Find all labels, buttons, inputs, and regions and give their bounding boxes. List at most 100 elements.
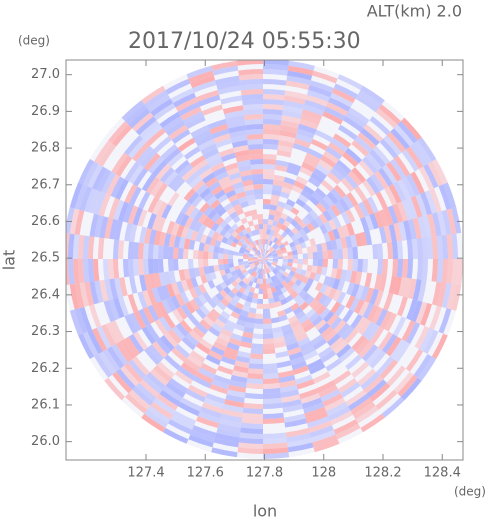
echo-cell bbox=[267, 292, 274, 299]
echo-cell bbox=[273, 215, 281, 222]
echo-cell bbox=[308, 176, 321, 188]
echo-cell bbox=[69, 283, 80, 310]
echo-cell bbox=[263, 239, 266, 245]
echo-cell bbox=[142, 306, 155, 324]
echo-cell bbox=[417, 279, 427, 302]
echo-cell bbox=[290, 234, 298, 242]
echo-cell bbox=[234, 227, 242, 235]
echo-cell bbox=[263, 447, 289, 454]
echo-cell bbox=[263, 198, 271, 205]
echo-cell bbox=[263, 402, 283, 409]
echo-cell bbox=[224, 346, 239, 356]
echo-cell bbox=[223, 202, 233, 212]
echo-cell bbox=[163, 170, 179, 186]
echo-cell bbox=[128, 164, 144, 184]
echo-cell bbox=[266, 251, 271, 256]
echo-cell bbox=[353, 204, 365, 219]
echo-cell bbox=[278, 243, 285, 249]
echo-cell bbox=[273, 274, 279, 281]
echo-cell bbox=[381, 396, 405, 418]
chart-title: 2017/10/24 05:55:30 bbox=[128, 29, 361, 54]
echo-cell bbox=[393, 276, 402, 296]
echo-cell bbox=[193, 159, 208, 172]
echo-cell bbox=[301, 216, 311, 226]
echo-cell bbox=[248, 363, 263, 370]
echo-cell bbox=[378, 209, 389, 227]
echo-cell bbox=[144, 409, 168, 428]
echo-cell bbox=[148, 156, 164, 174]
echo-cell bbox=[243, 210, 252, 218]
echo-cell bbox=[375, 108, 398, 129]
echo-cell bbox=[198, 242, 205, 252]
echo-cell bbox=[316, 380, 336, 393]
echo-cell bbox=[104, 377, 126, 401]
echo-cell bbox=[348, 107, 370, 125]
echo-cell bbox=[259, 259, 263, 263]
echo-cell bbox=[266, 239, 271, 246]
echo-cell bbox=[205, 236, 213, 245]
echo-cell bbox=[218, 175, 231, 186]
echo-cell bbox=[282, 271, 289, 278]
echo-cell bbox=[340, 177, 355, 192]
echo-cell bbox=[111, 152, 129, 174]
echo-cell bbox=[330, 336, 345, 351]
echo-cell bbox=[254, 194, 263, 200]
echo-cell bbox=[248, 253, 254, 257]
echo-cell bbox=[171, 177, 186, 192]
echo-cell bbox=[392, 203, 404, 223]
echo-cell bbox=[280, 224, 288, 232]
echo-cell bbox=[253, 260, 259, 263]
echo-cell bbox=[226, 272, 233, 279]
echo-cell bbox=[222, 259, 229, 265]
echo-cell bbox=[321, 242, 328, 252]
echo-cell bbox=[412, 279, 422, 301]
echo-cell bbox=[267, 261, 272, 266]
echo-cell bbox=[366, 379, 387, 398]
echo-cell bbox=[274, 210, 283, 218]
echo-cell bbox=[101, 171, 116, 194]
echo-cell bbox=[263, 109, 283, 116]
echo-cell bbox=[199, 338, 213, 350]
echo-cell bbox=[267, 256, 273, 259]
echo-cell bbox=[213, 166, 227, 177]
echo-cell bbox=[320, 179, 334, 192]
echo-cell bbox=[253, 272, 258, 278]
echo-cell bbox=[427, 161, 444, 187]
echo-cell bbox=[158, 231, 167, 246]
echo-cell bbox=[98, 143, 117, 167]
echo-cell bbox=[246, 194, 256, 201]
echo-cell bbox=[124, 161, 140, 182]
echo-cell bbox=[362, 179, 376, 197]
echo-cell bbox=[218, 259, 224, 265]
echo-cell bbox=[205, 354, 221, 366]
echo-cell bbox=[388, 224, 397, 242]
echo-cell bbox=[99, 216, 109, 239]
echo-cell bbox=[270, 286, 277, 293]
echo-cell bbox=[401, 259, 409, 278]
echo-cell bbox=[163, 233, 172, 247]
echo-cell bbox=[338, 378, 358, 394]
echo-cell bbox=[263, 278, 267, 285]
y-tick-label: 26.1 bbox=[31, 397, 60, 412]
echo-cell bbox=[214, 239, 222, 248]
echo-cell bbox=[258, 259, 263, 262]
echo-cell bbox=[305, 308, 316, 319]
echo-cell bbox=[282, 261, 288, 266]
echo-cell bbox=[446, 234, 454, 259]
echo-cell bbox=[266, 262, 271, 267]
echo-cell bbox=[251, 230, 257, 236]
echo-cell bbox=[263, 138, 279, 145]
echo-cell bbox=[256, 250, 261, 255]
echo-cell bbox=[142, 259, 149, 275]
echo-cell bbox=[263, 259, 266, 264]
echo-cell bbox=[316, 202, 327, 214]
echo-cell bbox=[265, 263, 270, 268]
echo-cell bbox=[451, 259, 458, 285]
echo-cell bbox=[138, 259, 144, 276]
echo-cell bbox=[178, 163, 193, 178]
echo-cell bbox=[190, 277, 199, 288]
echo-cell bbox=[263, 323, 273, 329]
echo-cell bbox=[235, 290, 243, 298]
echo-cell bbox=[253, 256, 259, 259]
echo-cell bbox=[241, 276, 248, 283]
